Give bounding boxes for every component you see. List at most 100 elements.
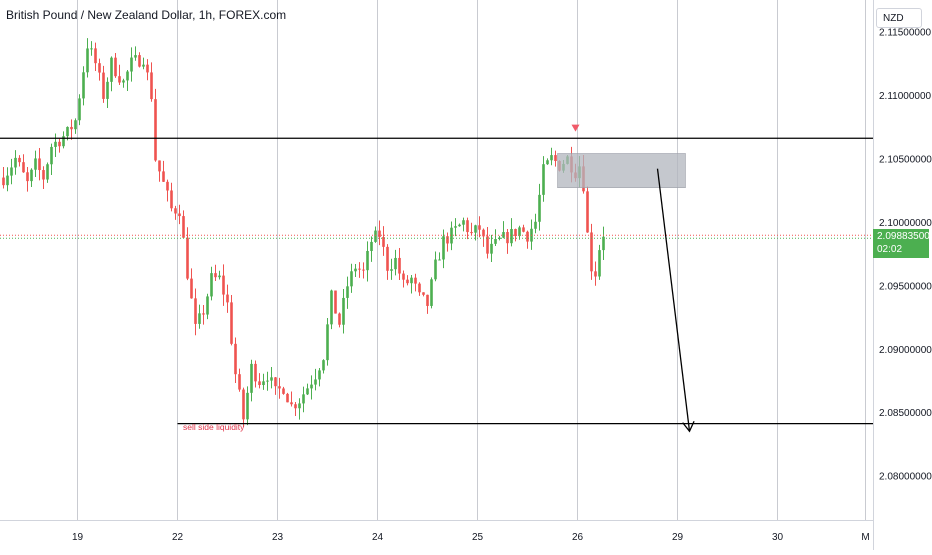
candle-body (298, 403, 301, 409)
candle-body (174, 208, 177, 214)
candle-body (130, 57, 133, 72)
candle-body (62, 136, 65, 147)
y-tick-label: 2.10000000 (879, 218, 932, 229)
x-tick-label: 24 (372, 532, 384, 543)
candle-body (302, 394, 305, 404)
candle-body (242, 389, 245, 420)
candle-body (450, 227, 453, 244)
candle-body (434, 259, 437, 280)
candle-body (98, 63, 101, 73)
candle-body (254, 363, 257, 382)
candle-body (402, 273, 405, 280)
candle-body (410, 277, 413, 284)
candle-body (310, 384, 313, 389)
candle-body (86, 48, 89, 73)
chart-title: British Pound / New Zealand Dollar, 1h, … (6, 8, 287, 22)
currency-selector[interactable]: NZD (876, 8, 922, 28)
candle-body (2, 177, 5, 186)
candle-body (498, 237, 501, 239)
candle-body (218, 275, 221, 278)
candle-body (186, 237, 189, 279)
candle-body (334, 290, 337, 314)
candle-body (222, 275, 225, 295)
candle-body (262, 381, 265, 386)
candle-body (102, 72, 105, 99)
x-tick-label: 29 (672, 532, 684, 543)
candle-body (50, 146, 53, 165)
candle-body (526, 231, 529, 242)
candle-body (534, 221, 537, 229)
candle-body (550, 155, 553, 161)
candle-body (146, 64, 149, 73)
candle-body (590, 232, 593, 272)
candle-body (82, 72, 85, 99)
x-tick-label: 25 (472, 532, 484, 543)
candle-body (538, 194, 541, 222)
candle-body (294, 404, 297, 409)
candle-body (594, 271, 597, 277)
projection-arrow[interactable] (656, 168, 691, 432)
candle-body (462, 220, 465, 225)
candle-body (150, 72, 153, 100)
x-tick-label: M (861, 532, 869, 543)
candle-body (94, 48, 97, 64)
candle-body (246, 392, 249, 420)
candle-body (282, 388, 285, 394)
candle-body (90, 48, 93, 50)
candle-body (78, 98, 81, 121)
candle-body (446, 236, 449, 244)
y-tick-label: 2.11000000 (879, 91, 932, 102)
x-tick-label: 23 (272, 532, 284, 543)
candle-body (210, 273, 213, 297)
candle-body (474, 225, 477, 233)
candle-body (386, 246, 389, 271)
candle-body (478, 225, 481, 230)
candle-body (166, 181, 169, 191)
candle-body (586, 191, 589, 233)
candle-body (26, 172, 29, 182)
candle-body (490, 243, 493, 254)
supply-zone[interactable] (557, 153, 686, 188)
candle-body (266, 380, 269, 382)
candle-body (154, 99, 157, 161)
sell-marker-icon (571, 124, 580, 132)
x-tick-label: 30 (772, 532, 784, 543)
last-price-value: 2.09883500 (877, 231, 930, 242)
candle-body (506, 232, 509, 244)
candle-body (110, 57, 113, 82)
candle-body (518, 227, 521, 237)
candle-body (58, 141, 61, 147)
candle-body (374, 230, 377, 242)
candle-body (390, 269, 393, 271)
candle-body (122, 80, 125, 83)
candle-body (206, 296, 209, 315)
candle-body (18, 157, 21, 163)
candle-body (46, 164, 49, 180)
candle-body (542, 164, 545, 195)
candle-body (602, 236, 605, 251)
candle-body (458, 224, 461, 227)
candle-body (238, 374, 241, 390)
candle-body (162, 171, 165, 182)
candle-body (22, 162, 25, 173)
candle-body (198, 313, 201, 324)
candle-body (382, 237, 385, 247)
candle-body (522, 227, 525, 232)
candle-body (482, 229, 485, 237)
candle-body (70, 126, 73, 130)
candle-body (554, 155, 557, 162)
y-tick-label: 2.10500000 (879, 155, 932, 166)
candle-body (358, 268, 361, 270)
bar-countdown: 02:02 (877, 244, 903, 255)
candle-body (6, 175, 9, 186)
candle-body (194, 298, 197, 324)
candle-body (454, 226, 457, 228)
candle-body (418, 283, 421, 293)
candle-body (66, 126, 69, 137)
candle-body (470, 232, 473, 234)
candle-body (442, 236, 445, 260)
candle-body (510, 229, 513, 244)
candle-body (250, 363, 253, 393)
